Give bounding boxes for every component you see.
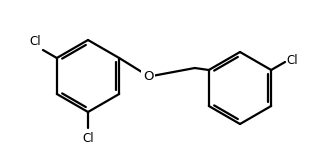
Text: Cl: Cl <box>30 35 41 48</box>
Text: Cl: Cl <box>286 54 298 68</box>
Text: Cl: Cl <box>82 132 94 145</box>
Text: O: O <box>143 70 153 83</box>
